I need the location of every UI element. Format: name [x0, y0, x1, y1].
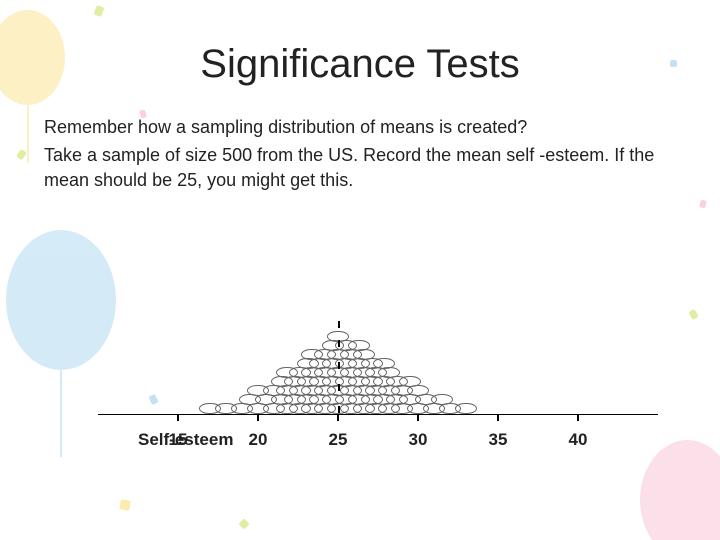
axis-tick-label: 35	[489, 430, 508, 450]
axis-tick-label: 30	[409, 430, 428, 450]
slide-title: Significance Tests	[44, 42, 676, 87]
paragraph-2: Take a sample of size 500 from the US. R…	[44, 143, 676, 192]
axis-tick-label: 25	[329, 430, 348, 450]
paragraph-1: Remember how a sampling distribution of …	[44, 115, 676, 139]
slide-body: Remember how a sampling distribution of …	[44, 115, 676, 192]
axis-tick	[177, 415, 179, 421]
center-dash	[338, 384, 340, 391]
axis-tick-label: 15	[169, 430, 188, 450]
center-dash	[338, 340, 340, 347]
axis-tick	[577, 415, 579, 421]
center-dash	[338, 362, 340, 369]
axis-tick	[337, 415, 339, 421]
axis-tick	[497, 415, 499, 421]
axis-tick	[257, 415, 259, 421]
x-axis-line	[98, 414, 658, 415]
dotplot-dot	[407, 385, 429, 396]
axis-tick	[417, 415, 419, 421]
dotplot-dot	[353, 349, 375, 360]
axis-tick-label: 20	[249, 430, 268, 450]
center-dash	[338, 321, 340, 328]
slide: Significance Tests Remember how a sampli…	[0, 0, 720, 540]
dot-field	[98, 284, 658, 414]
dotplot-dot	[378, 367, 400, 378]
dotplot-chart	[98, 280, 658, 415]
center-dash	[338, 406, 340, 413]
axis-tick-label: 40	[569, 430, 588, 450]
dotplot-dot	[455, 403, 477, 414]
center-dash-marks	[338, 323, 339, 413]
